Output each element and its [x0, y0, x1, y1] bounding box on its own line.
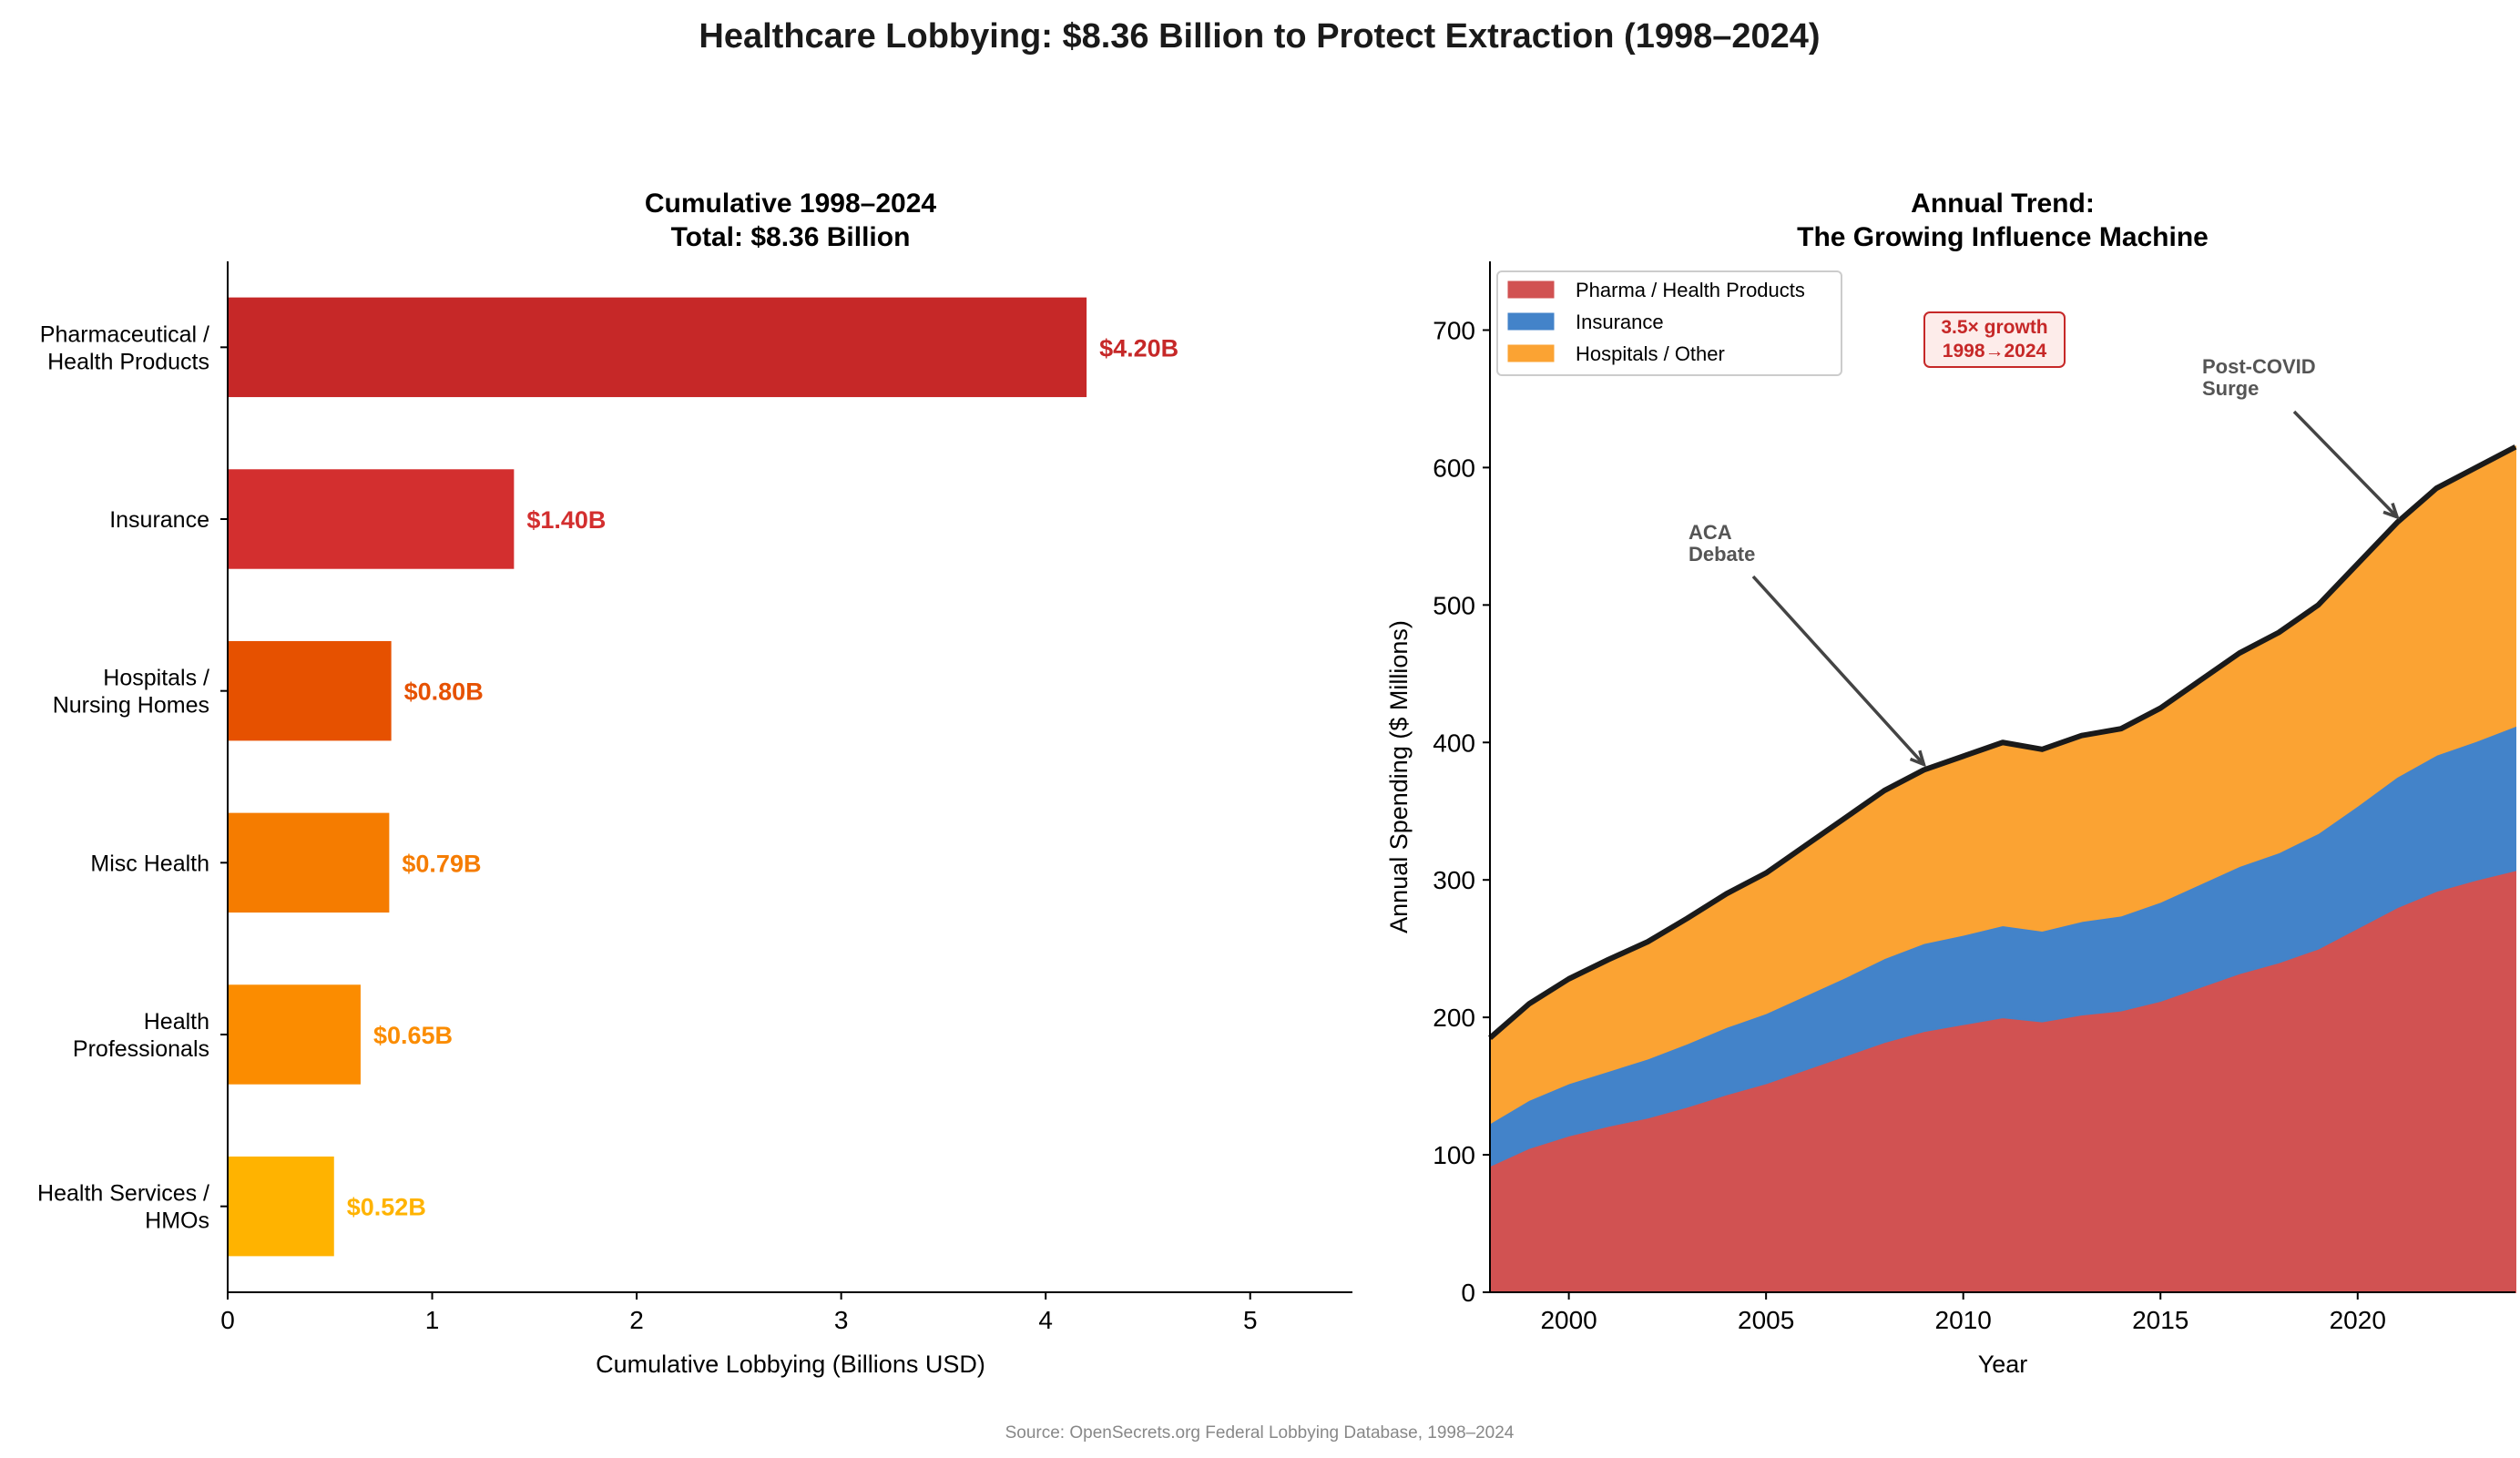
bar-data-label: $0.80B [404, 678, 484, 706]
area-chart-title-2: The Growing Influence Machine [1797, 222, 2209, 252]
area-chart-xlabel: Year [1978, 1351, 2028, 1378]
bar-data-label: $4.20B [1099, 334, 1178, 362]
arrowhead-icon [1909, 749, 1927, 768]
category-label: Insurance [109, 507, 209, 533]
annotation-arrow [1751, 575, 1925, 766]
bar [228, 812, 390, 913]
annotation-text: Surge [2202, 377, 2259, 400]
legend-label: Insurance [1576, 311, 1664, 333]
y-tick-label: 100 [1433, 1141, 1475, 1169]
growth-callout-box [1923, 311, 2066, 368]
figure-title: Healthcare Lobbying: $8.36 Billion to Pr… [699, 17, 1820, 56]
x-tick-label: 2 [629, 1306, 644, 1334]
total-line [1488, 444, 2517, 1041]
x-tick-label: 0 [220, 1306, 235, 1334]
x-tick-label: 4 [1038, 1306, 1053, 1334]
bar-chart-title-1: Cumulative 1998–2024 [645, 189, 937, 219]
area-chart: Annual Trend: The Growing Influence Mach… [1385, 189, 2517, 1378]
source-note: Source: OpenSecrets.org Federal Lobbying… [1005, 1423, 1515, 1443]
legend-frame [1496, 270, 1842, 376]
area-chart-title-1: Annual Trend: [1911, 189, 2095, 219]
bar-chart: Cumulative 1998–2024 Total: $8.36 Billio… [37, 189, 1352, 1378]
area-chart-ylabel: Annual Spending ($ Millions) [1385, 620, 1413, 933]
bar [228, 469, 515, 569]
category-label: Health [144, 1009, 209, 1035]
annotation-text: ACA [1689, 521, 1732, 544]
category-label: Health Services / [37, 1181, 209, 1207]
y-tick-label: 500 [1433, 591, 1475, 619]
x-tick-label: 2005 [1738, 1306, 1794, 1334]
growth-callout-text: 3.5× growth [1941, 317, 2047, 338]
bar-data-label: $0.79B [402, 850, 481, 877]
bar [228, 1156, 334, 1257]
x-tick-label: 5 [1243, 1306, 1258, 1334]
bar-data-label: $1.40B [526, 506, 606, 534]
x-tick-label: 2010 [1935, 1306, 1992, 1334]
x-tick-label: 1 [425, 1306, 440, 1334]
category-label: Professionals [73, 1036, 209, 1062]
growth-callout-text: 1998→2024 [1943, 341, 2047, 362]
bar [228, 297, 1087, 398]
y-tick-label: 200 [1433, 1004, 1475, 1032]
annotation-text: Post-COVID [2202, 355, 2316, 378]
category-label: Nursing Homes [53, 693, 209, 719]
category-label: Hospitals / [103, 666, 209, 691]
annotation-text: Debate [1689, 543, 1755, 566]
y-tick-label: 700 [1433, 316, 1475, 344]
legend-label: Pharma / Health Products [1576, 279, 1805, 301]
bar [228, 640, 392, 741]
bar-chart-xlabel: Cumulative Lobbying (Billions USD) [596, 1351, 985, 1378]
y-tick-label: 600 [1433, 454, 1475, 482]
y-tick-label: 0 [1461, 1279, 1475, 1307]
x-tick-label: 3 [834, 1306, 849, 1334]
category-label: Misc Health [90, 851, 209, 876]
legend: Pharma / Health Products Insurance Hospita… [1496, 270, 1842, 376]
legend-swatch [1507, 280, 1555, 299]
legend-swatch [1507, 312, 1555, 331]
category-label: Health Products [47, 349, 209, 374]
legend-label: Hospitals / Other [1576, 342, 1725, 365]
legend-swatch [1507, 344, 1555, 362]
bar-data-label: $0.52B [347, 1194, 426, 1221]
y-tick-label: 300 [1433, 866, 1475, 894]
x-tick-label: 2015 [2132, 1306, 2188, 1334]
x-tick-label: 2020 [2330, 1306, 2386, 1334]
y-tick-label: 400 [1433, 729, 1475, 757]
bar-chart-title-2: Total: $8.36 Billion [671, 222, 911, 252]
category-label: HMOs [145, 1208, 209, 1234]
category-label: Pharmaceutical / [40, 321, 209, 347]
annotation-arrow [2292, 410, 2399, 518]
bar [228, 984, 361, 1085]
x-tick-label: 2000 [1540, 1306, 1597, 1334]
arrowhead-icon [2382, 503, 2400, 520]
bar-data-label: $0.65B [373, 1022, 453, 1049]
